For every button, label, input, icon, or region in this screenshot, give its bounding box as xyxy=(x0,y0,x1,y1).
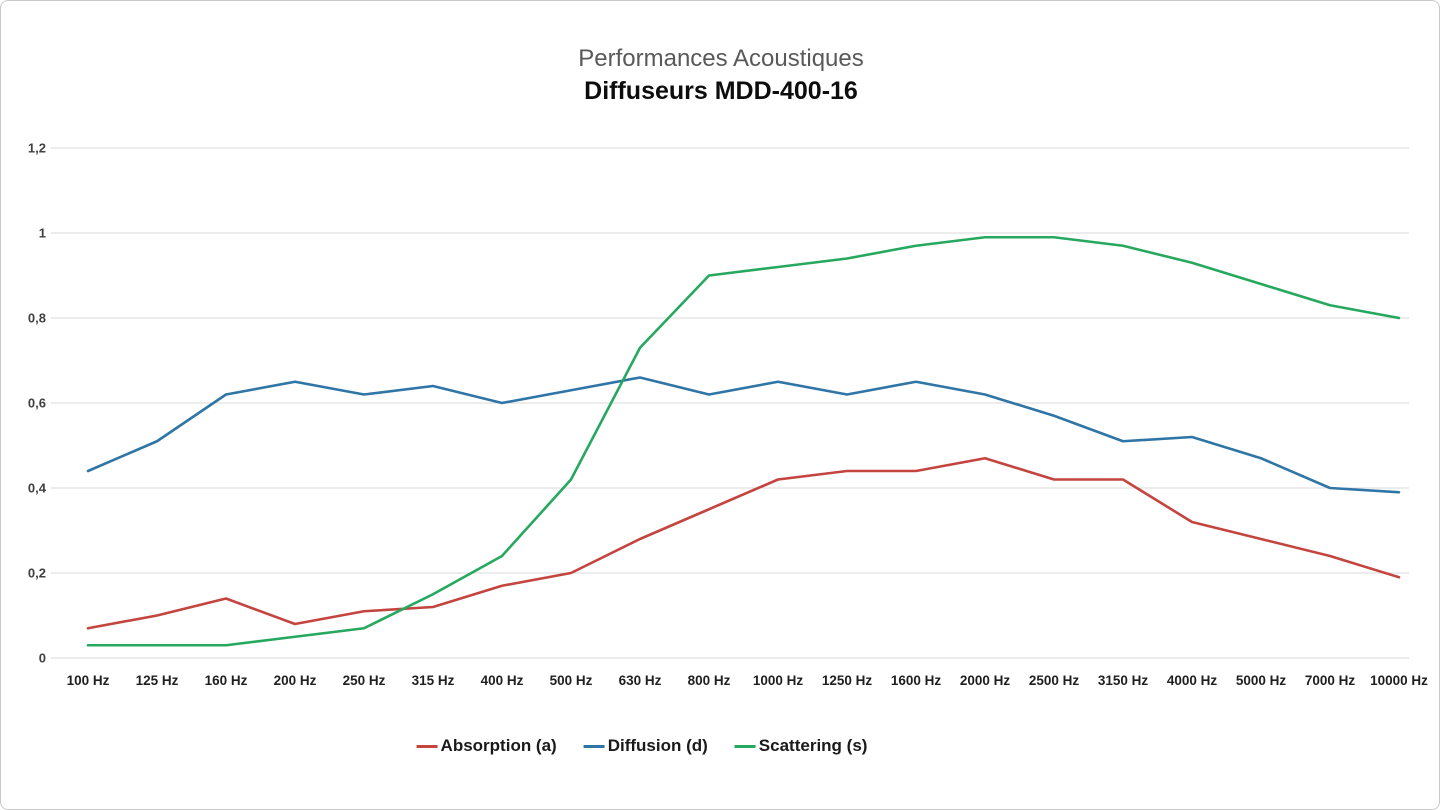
x-axis-tick-label: 2500 Hz xyxy=(1029,673,1080,688)
x-axis-tick-label: 125 Hz xyxy=(136,673,179,688)
legend-label: Scattering (s) xyxy=(758,736,868,755)
x-axis-tick-labels: 100 Hz 125 Hz 160 Hz 200 Hz 250 Hz 315 Hz 400 … xyxy=(67,673,1429,688)
legend-item-absorption: Absorption (a) xyxy=(416,736,557,756)
x-axis-tick-label: 250 Hz xyxy=(343,673,386,688)
x-axis-tick-label: 3150 Hz xyxy=(1098,673,1149,688)
legend-dash-icon xyxy=(416,744,438,748)
gridlines xyxy=(51,147,1409,659)
series-lines xyxy=(86,235,1401,647)
y-axis-tick-label: 0 xyxy=(39,651,46,666)
x-axis-tick-label: 400 Hz xyxy=(481,673,524,688)
legend-label: Diffusion (d) xyxy=(607,736,708,755)
x-axis-tick-label: 200 Hz xyxy=(274,673,317,688)
legend-label: Absorption (a) xyxy=(440,736,557,755)
x-axis-tick-label: 4000 Hz xyxy=(1167,673,1218,688)
legend-dash-icon xyxy=(734,744,756,748)
x-axis-tick-label: 5000 Hz xyxy=(1236,673,1287,688)
legend-dash-icon xyxy=(583,744,605,748)
x-axis-tick-label: 1600 Hz xyxy=(891,673,942,688)
series-line-scattering xyxy=(86,235,1401,647)
x-axis-tick-label: 630 Hz xyxy=(619,673,662,688)
y-axis-tick-labels: 0 0,2 0,4 0,6 0,8 1 1,2 xyxy=(28,141,47,666)
y-axis-tick-label: 0,4 xyxy=(28,481,47,496)
x-axis-tick-label: 100 Hz xyxy=(67,673,110,688)
legend-item-scattering: Scattering (s) xyxy=(734,736,868,756)
x-axis-tick-label: 500 Hz xyxy=(550,673,593,688)
series-line-diffusion xyxy=(86,376,1401,494)
x-axis-tick-label: 160 Hz xyxy=(205,673,248,688)
x-axis-tick-label: 2000 Hz xyxy=(960,673,1011,688)
y-axis-tick-label: 1 xyxy=(39,226,46,241)
x-axis-tick-label: 1250 Hz xyxy=(822,673,873,688)
series-line-absorption xyxy=(86,456,1401,630)
chart-subtitle: Diffuseurs MDD-400-16 xyxy=(584,77,858,105)
x-axis-tick-label: 7000 Hz xyxy=(1305,673,1356,688)
x-axis-tick-label: 315 Hz xyxy=(412,673,455,688)
x-axis-tick-label: 1000 Hz xyxy=(753,673,804,688)
x-axis-tick-label: 800 Hz xyxy=(688,673,731,688)
chart-title: Performances Acoustiques xyxy=(578,45,864,72)
y-axis-tick-label: 0,8 xyxy=(28,311,46,326)
x-axis-tick-label: 10000 Hz xyxy=(1370,673,1428,688)
y-axis-tick-label: 0,2 xyxy=(28,566,46,581)
legend-item-diffusion: Diffusion (d) xyxy=(583,736,708,756)
y-axis-tick-label: 1,2 xyxy=(28,141,46,156)
chart-legend: Absorption (a) Diffusion (d) Scattering (s… xyxy=(416,736,868,756)
y-axis-tick-label: 0,6 xyxy=(28,396,46,411)
